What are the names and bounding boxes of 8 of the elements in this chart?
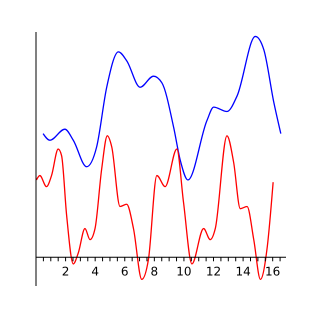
- x-tick-label: 12: [206, 264, 222, 278]
- x-tick-label: 16: [265, 264, 280, 278]
- x-tick-label: 6: [120, 264, 129, 278]
- x-tick-label: 4: [91, 264, 99, 278]
- x-tick-label: 14: [235, 264, 251, 278]
- x-tick-label: 8: [150, 264, 158, 278]
- x-tick-label: 10: [176, 264, 192, 278]
- x-tick-label: 2: [62, 264, 70, 278]
